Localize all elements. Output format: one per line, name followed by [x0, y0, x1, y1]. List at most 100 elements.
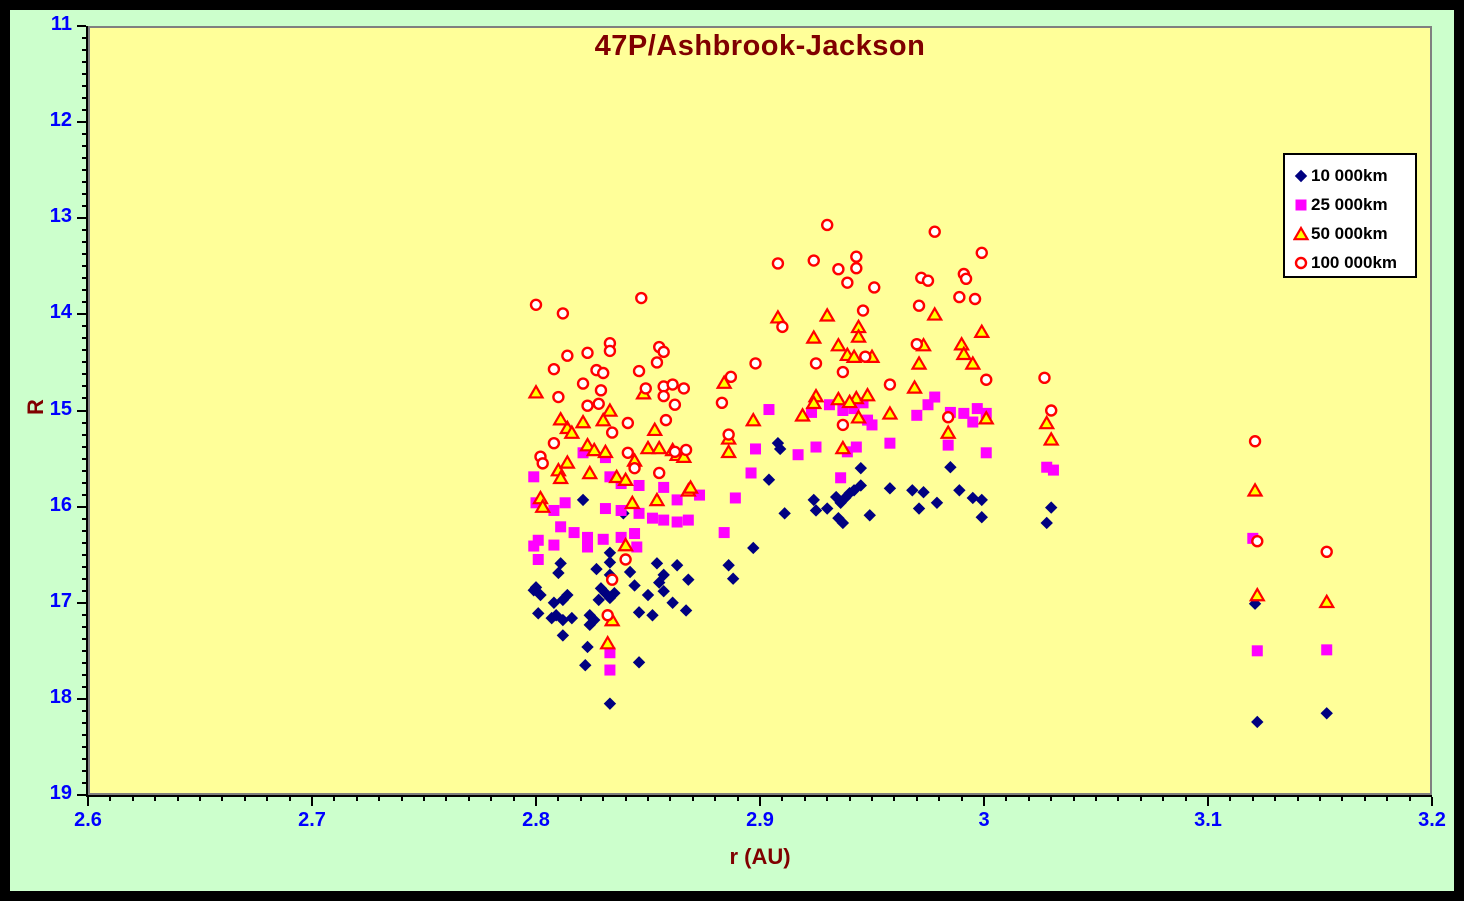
- x-minor-tick: [848, 797, 851, 801]
- point-circle: [666, 378, 679, 391]
- y-minor-tick: [82, 721, 86, 724]
- y-tick-label: 14: [49, 301, 72, 324]
- series-10-000km: [527, 436, 1333, 729]
- y-minor-tick: [82, 325, 86, 328]
- x-axis-title: r (AU): [729, 844, 791, 869]
- point-triangle: [910, 355, 928, 370]
- point-square: [1295, 199, 1307, 210]
- point-circle: [632, 364, 646, 378]
- point-triangle: [639, 439, 657, 455]
- x-minor-tick: [826, 797, 829, 801]
- y-major-tick: [77, 601, 86, 604]
- point-triangle: [579, 436, 596, 452]
- point-diamond: [953, 484, 966, 497]
- point-triangle: [834, 439, 852, 455]
- y-axis-line: [86, 26, 88, 797]
- point-triangle: [648, 491, 666, 507]
- series-100-000km: [529, 218, 1333, 622]
- point-triangle: [601, 402, 619, 417]
- x-minor-tick: [445, 797, 448, 801]
- point-triangle: [675, 448, 693, 463]
- point-circle: [953, 290, 966, 304]
- point-circle: [941, 411, 955, 424]
- triangle-legend-icon: [1293, 225, 1310, 240]
- point-triangle: [850, 328, 867, 343]
- y-minor-tick: [82, 277, 86, 280]
- y-minor-tick: [82, 361, 86, 364]
- point-square: [1047, 464, 1059, 476]
- point-square: [568, 527, 580, 539]
- point-circle: [628, 461, 641, 475]
- point-diamond: [836, 516, 850, 530]
- point-square: [629, 528, 641, 540]
- point-circle: [635, 291, 648, 305]
- y-minor-tick: [82, 517, 86, 520]
- point-square: [604, 664, 616, 676]
- point-triangle: [829, 390, 847, 406]
- point-triangle: [881, 405, 899, 420]
- x-minor-tick: [1251, 797, 1254, 801]
- y-minor-tick: [82, 661, 86, 664]
- x-minor-tick: [355, 797, 358, 801]
- y-minor-tick: [82, 613, 86, 616]
- point-circle: [605, 426, 619, 439]
- x-minor-tick: [1050, 797, 1053, 801]
- y-minor-tick: [82, 265, 86, 268]
- x-minor-tick: [915, 797, 918, 801]
- point-square: [615, 504, 627, 516]
- point-diamond: [1294, 169, 1308, 182]
- x-minor-tick: [109, 797, 112, 801]
- point-triangle: [650, 439, 668, 455]
- point-diamond: [829, 490, 843, 504]
- y-minor-tick: [82, 469, 86, 472]
- x-minor-tick: [1117, 797, 1120, 801]
- point-circle: [749, 357, 762, 370]
- point-circle: [657, 345, 670, 359]
- point-circle: [836, 365, 850, 379]
- y-minor-tick: [82, 733, 86, 736]
- y-minor-tick: [82, 397, 86, 400]
- point-diamond: [863, 509, 876, 522]
- point-triangle: [769, 309, 787, 324]
- point-triangle: [552, 469, 570, 485]
- point-triangle: [744, 411, 762, 427]
- y-minor-tick: [82, 181, 86, 184]
- y-minor-tick: [82, 673, 86, 676]
- point-diamond: [917, 486, 930, 499]
- x-minor-tick: [557, 797, 560, 801]
- point-square: [597, 533, 609, 545]
- point-diamond: [854, 479, 867, 492]
- point-diamond: [1045, 501, 1058, 514]
- x-minor-tick: [736, 797, 739, 801]
- point-diamond: [966, 491, 979, 505]
- point-triangle: [845, 348, 863, 363]
- point-diamond: [583, 618, 596, 632]
- x-minor-tick: [333, 797, 336, 801]
- x-minor-tick: [1274, 797, 1277, 801]
- x-minor-tick: [378, 797, 381, 801]
- point-square: [980, 447, 992, 459]
- point-diamond: [778, 507, 791, 520]
- point-diamond: [594, 582, 608, 595]
- y-minor-tick: [82, 541, 86, 544]
- point-diamond: [603, 697, 617, 710]
- point-square: [792, 449, 804, 461]
- square-legend-icon: [1295, 199, 1307, 210]
- point-diamond: [930, 496, 944, 509]
- y-minor-tick: [82, 205, 86, 208]
- point-diamond: [773, 442, 787, 456]
- point-triangle: [720, 443, 738, 459]
- y-minor-tick: [82, 433, 86, 436]
- point-square: [671, 516, 683, 528]
- point-square: [1041, 461, 1053, 473]
- point-circle: [968, 292, 982, 306]
- x-minor-tick: [938, 797, 941, 801]
- y-major-tick: [77, 217, 86, 220]
- legend-item: 100 000km: [1285, 248, 1415, 277]
- x-minor-tick: [691, 797, 694, 801]
- point-triangle: [617, 471, 635, 487]
- point-square: [848, 403, 860, 415]
- point-diamond: [821, 502, 834, 515]
- point-circle: [921, 274, 935, 287]
- point-diamond: [944, 461, 957, 474]
